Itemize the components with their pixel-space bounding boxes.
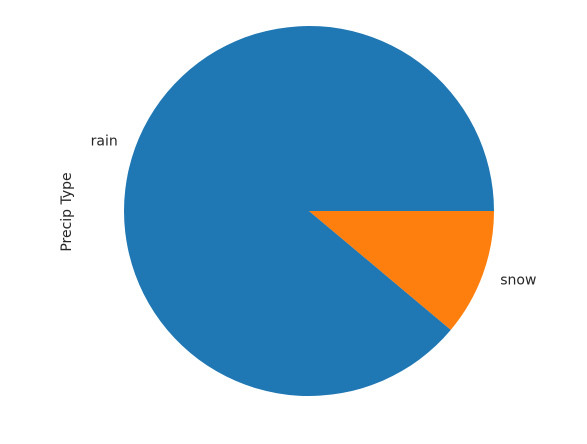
pie-label-snow: snow <box>500 273 536 289</box>
pie-labels: rain snow <box>91 133 537 288</box>
pie-slice-rain <box>124 25 494 396</box>
pie-slices <box>124 25 494 396</box>
pie-slice-snow <box>309 211 494 330</box>
y-axis-label: Precip Type <box>59 172 75 251</box>
pie-label-rain: rain <box>91 133 118 149</box>
